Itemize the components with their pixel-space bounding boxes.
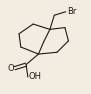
Text: OH: OH <box>29 72 42 81</box>
Text: Br: Br <box>67 7 76 16</box>
Text: O: O <box>7 64 14 73</box>
